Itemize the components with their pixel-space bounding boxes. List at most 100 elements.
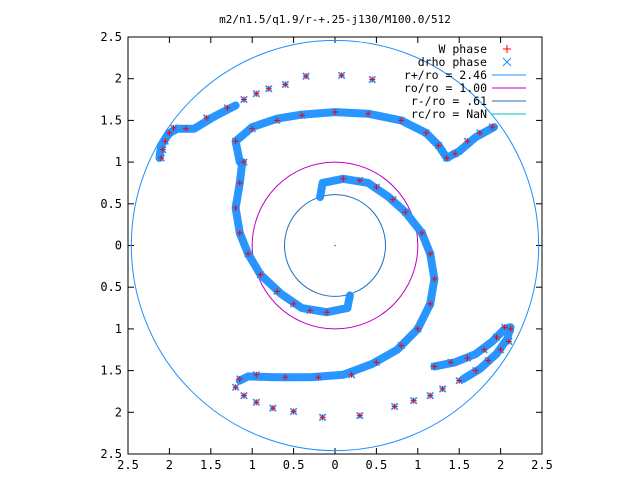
legend-marker-w-phase [503, 45, 511, 53]
w-point [464, 138, 471, 145]
drho-band-2 [235, 174, 439, 385]
w-point [456, 377, 463, 384]
w-point [332, 109, 338, 116]
w-point [356, 177, 363, 184]
x-tick-label: 1 [249, 458, 256, 472]
w-point [464, 355, 471, 362]
w-point [323, 309, 330, 316]
w-point [476, 129, 483, 136]
w-point [232, 384, 239, 391]
drho-phase-series [155, 71, 515, 422]
y-axis-ticks: 2.5 2 1.5 1 0.5 0 0.5 1 1.5 2 2.5 [100, 30, 542, 461]
w-point [439, 385, 446, 392]
w-point [338, 72, 345, 79]
w-point [398, 342, 405, 349]
w-point [236, 375, 243, 382]
w-point [224, 104, 231, 111]
w-point [159, 146, 166, 153]
x-tick-label: 1.5 [448, 458, 470, 472]
w-point [452, 150, 459, 157]
w-point [485, 357, 492, 364]
w-point [447, 359, 454, 366]
w-point [373, 359, 380, 366]
w-point [493, 334, 500, 341]
y-tick-label: 1.5 [100, 113, 122, 127]
x-tick-label: 2.5 [531, 458, 553, 472]
w-point [240, 159, 247, 166]
y-tick-label: 1 [115, 155, 122, 169]
w-point [369, 76, 376, 83]
w-point [290, 408, 297, 415]
y-tick-label: 1.5 [100, 364, 122, 378]
w-point [203, 114, 210, 121]
legend-label-r-o: ro/ro = 1.00 [404, 81, 487, 95]
legend-label-drho-phase: drho phase [418, 55, 487, 69]
w-point [253, 90, 260, 97]
y-tick-label: 2 [115, 405, 122, 419]
w-point [431, 275, 438, 282]
w-point [274, 288, 281, 295]
w-point [182, 125, 189, 132]
w-point [290, 300, 297, 307]
w-point [307, 307, 314, 314]
x-tick-label: 1.5 [200, 458, 222, 472]
y-tick-label: 2.5 [100, 447, 122, 461]
legend-marker-drho-phase [502, 57, 512, 67]
legend-label-w-phase: W phase [439, 42, 488, 56]
w-point [410, 397, 417, 404]
drho-band-0 [155, 101, 240, 162]
x-tick-label: 0 [331, 458, 338, 472]
w-point [481, 346, 488, 353]
w-point [489, 124, 496, 131]
w-point [274, 117, 281, 124]
x-tick-label: 2 [497, 458, 504, 472]
w-point [427, 250, 434, 257]
w-point [232, 138, 239, 145]
w-point [423, 129, 430, 136]
circle-1 [251, 161, 419, 330]
drho-band-4 [430, 323, 515, 383]
w-point [170, 124, 177, 131]
w-point [253, 371, 260, 378]
w-point [356, 412, 363, 419]
chart-title: m2/n1.5/q1.9/r-+.25-j130/M100.0/512 [219, 13, 451, 26]
y-tick-label: 2.5 [100, 30, 122, 44]
w-point [282, 81, 289, 88]
x-tick-label: 2 [166, 458, 173, 472]
w-point [427, 392, 434, 399]
drho-band-1 [231, 108, 498, 167]
y-tick-label: 1 [115, 322, 122, 336]
reference-circles [130, 39, 540, 452]
w-point [398, 117, 405, 124]
w-point [236, 229, 243, 236]
w-point [257, 271, 264, 278]
w-point [158, 154, 165, 161]
w-point [391, 403, 398, 410]
w-point [497, 346, 504, 353]
w-point [472, 367, 479, 374]
w-point [443, 154, 450, 161]
w-point [282, 374, 289, 381]
center-dot [334, 244, 336, 247]
w-point [303, 73, 310, 80]
y-tick-label: 0.5 [100, 280, 122, 294]
circle-2 [283, 194, 387, 297]
w-point [505, 338, 512, 345]
w-point [418, 229, 425, 236]
w-point [249, 125, 256, 132]
w-point [166, 129, 173, 136]
w-point [265, 85, 272, 92]
w-point [340, 175, 347, 182]
w-phase-series [158, 72, 514, 421]
w-point [414, 325, 421, 332]
w-point [507, 325, 514, 332]
circle-0 [130, 39, 540, 452]
y-tick-label: 2 [115, 72, 122, 86]
w-point [348, 371, 355, 378]
legend: W phase drho phase r+/ro = 2.46 ro/ro = … [404, 42, 526, 121]
legend-label-r-c: rc/ro = NaN [411, 107, 487, 121]
w-point [365, 110, 372, 117]
legend-label-r-plus: r+/ro = 2.46 [404, 68, 487, 82]
w-point [162, 138, 169, 145]
